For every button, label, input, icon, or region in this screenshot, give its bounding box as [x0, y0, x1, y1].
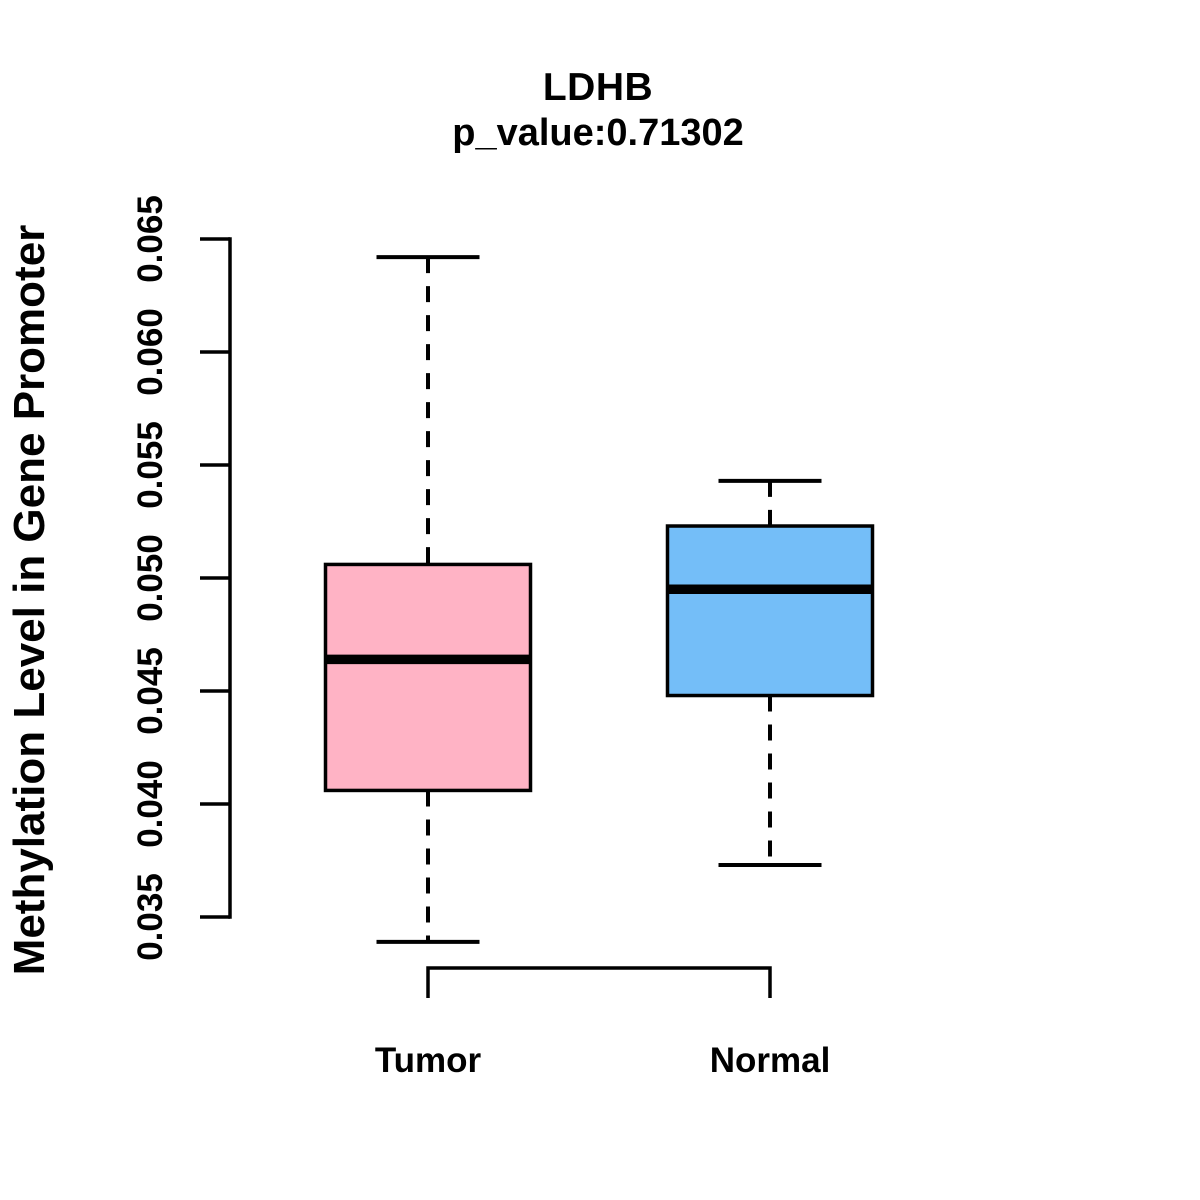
y-tick-label: 0.035	[131, 873, 170, 961]
y-tick-label: 0.060	[131, 308, 170, 396]
chart-subtitle: p_value:0.71302	[452, 112, 744, 154]
tumor-box	[323, 562, 533, 793]
x-axis-bracket	[426, 966, 772, 998]
normal-box	[665, 524, 875, 698]
y-tick-label: 0.050	[131, 534, 170, 622]
y-tick-label: 0.065	[131, 195, 170, 283]
y-tick-label: 0.055	[131, 421, 170, 509]
y-tick-label: 0.045	[131, 647, 170, 735]
y-tick-label: 0.040	[131, 760, 170, 848]
chart-title: LDHB	[542, 66, 654, 109]
x-label-tumor: Tumor	[375, 1041, 482, 1080]
x-label-normal: Normal	[710, 1041, 831, 1080]
